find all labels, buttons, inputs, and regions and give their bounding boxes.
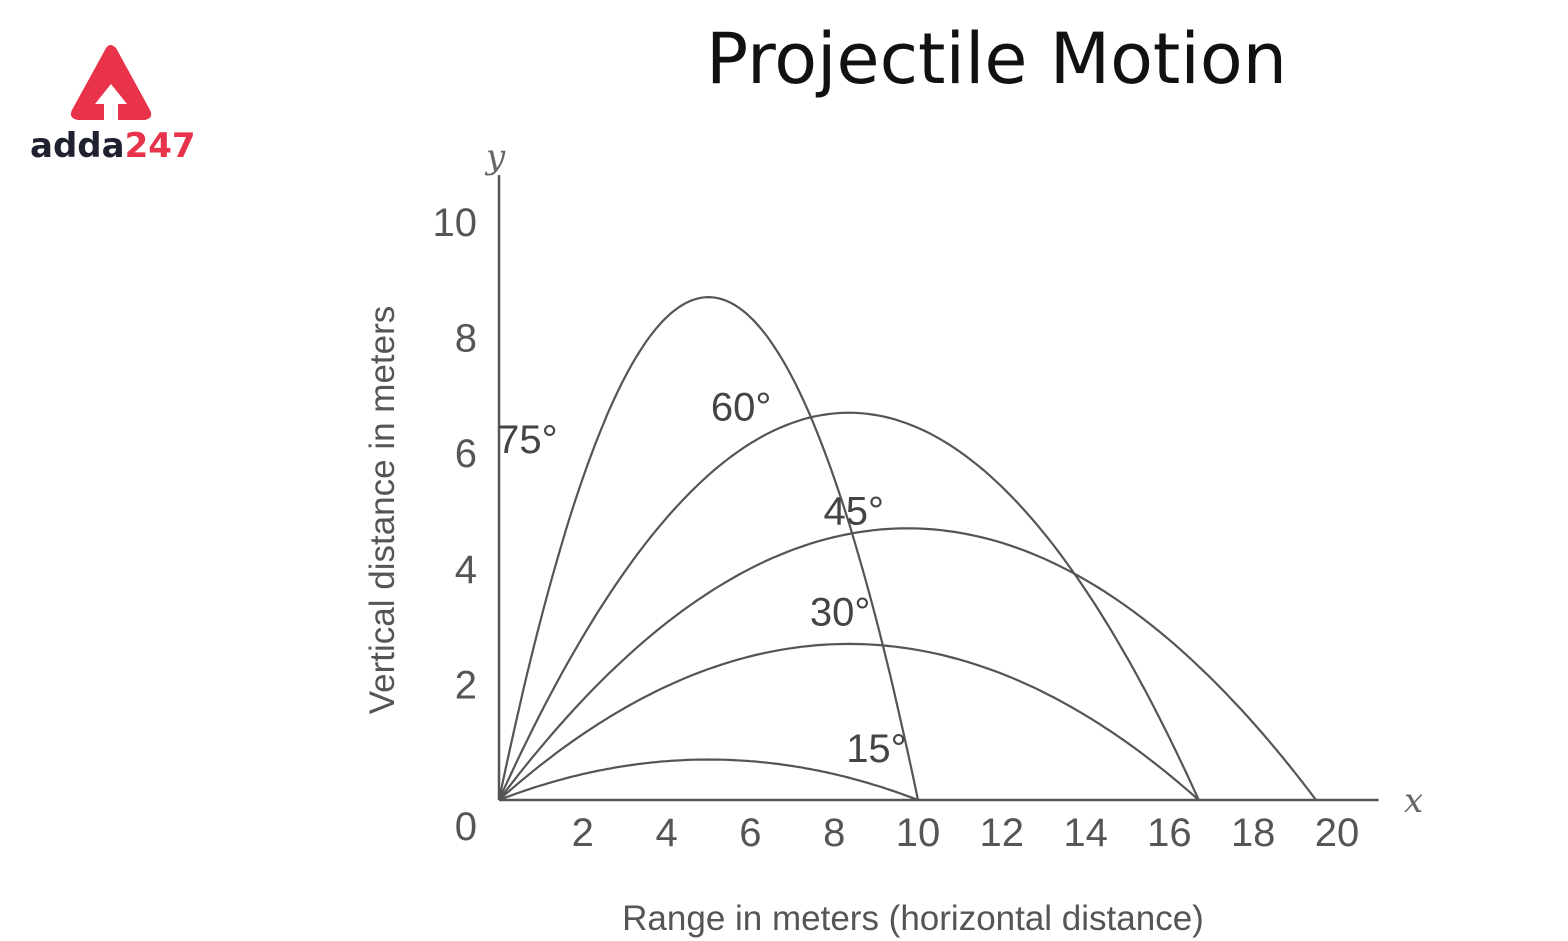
x-tick-label: 6 — [739, 811, 761, 855]
brand-name-part1: adda — [30, 126, 125, 166]
curve-angle-label: 75° — [497, 418, 558, 462]
trajectory-curve — [497, 295, 920, 801]
y-tick-label: 2 — [455, 663, 477, 707]
x-tick-label: 14 — [1063, 811, 1108, 855]
x-tick-label: 18 — [1231, 811, 1276, 855]
x-axis-letter: x — [1404, 781, 1423, 821]
x-tick-label: 10 — [896, 811, 941, 855]
curve-angle-label: 45° — [824, 489, 885, 533]
curve-angle-label: 30° — [810, 591, 871, 635]
x-tick-label: 2 — [572, 811, 594, 855]
x-tick-label: 4 — [655, 811, 677, 855]
curve-angle-label: 15° — [846, 727, 907, 771]
y-tick-label: 6 — [455, 432, 477, 476]
x-tick-label: 16 — [1147, 811, 1192, 855]
y-tick-label: 10 — [433, 201, 478, 245]
y-tick-label: 8 — [455, 317, 477, 361]
chart-labels: Range in meters (horizontal distance) Ver… — [363, 137, 1423, 938]
page-title: Projectile Motion — [706, 18, 1288, 100]
x-tick-label: 20 — [1315, 811, 1360, 855]
chart-ticks: 2 4 6 8 10 12 14 16 18 20 2 4 6 8 10 0 — [433, 201, 1360, 855]
trajectory-curve — [498, 758, 919, 802]
adda247-logo-icon — [70, 45, 152, 120]
logo-triangle-icon — [70, 45, 152, 120]
logo-arrow-icon — [95, 84, 127, 120]
trajectory-curve — [498, 642, 1200, 801]
y-axis-title: Vertical distance in meters — [363, 306, 402, 715]
trajectory-curve — [498, 527, 1317, 801]
chart-curves — [497, 295, 1317, 802]
trajectory-curve — [497, 411, 1200, 801]
x-tick-label: 12 — [980, 811, 1025, 855]
origin-label: 0 — [455, 805, 477, 849]
curve-angle-label: 60° — [711, 386, 772, 430]
y-axis-letter: y — [484, 137, 506, 177]
chart-axes — [497, 175, 1379, 802]
x-tick-label: 8 — [823, 811, 845, 855]
x-axis-title: Range in meters (horizontal distance) — [622, 899, 1204, 938]
brand-wordmark: adda247 — [30, 126, 196, 166]
brand-name-part2: 247 — [124, 126, 196, 166]
y-tick-label: 4 — [455, 548, 477, 592]
